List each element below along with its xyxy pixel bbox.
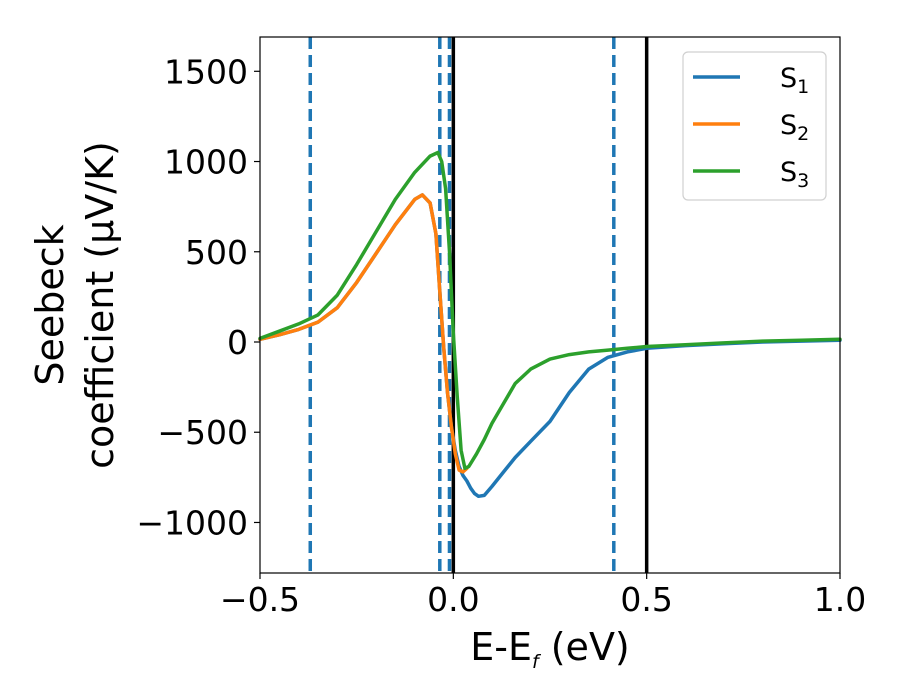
series-line-1 (258, 193, 842, 499)
x-tick-label: 0.5 (620, 580, 672, 619)
y-tick-label: −500 (157, 413, 248, 452)
x-axis-label-sub: f (532, 651, 542, 673)
plot-frame (259, 36, 841, 574)
x-axis-label-main: E-E (470, 625, 532, 669)
legend-label-2: S2 (780, 110, 809, 145)
y-tick-label: 500 (185, 233, 248, 272)
y-tick-label: 1500 (164, 52, 248, 91)
series-line-2 (258, 193, 469, 474)
x-tick-label: 0.0 (427, 580, 479, 619)
axis-ticks: −0.5 0.0 0.5 1.0 −1000 −500 0 500 1000 1500 (136, 52, 866, 619)
y-axis-label-line2: coefficient (μV/K) (78, 141, 122, 469)
y-axis-label-line1: Seebeck (28, 224, 72, 385)
legend: S1 S2 S3 (682, 51, 827, 201)
y-tick-label: 0 (227, 323, 248, 362)
legend-label-3: S3 (780, 157, 809, 192)
legend-label-1: S1 (780, 63, 809, 98)
y-tick-label: −1000 (136, 503, 248, 542)
x-tick-label: 1.0 (814, 580, 866, 619)
x-tick-label: −0.5 (220, 580, 300, 619)
vertical-reference-lines (308, 37, 649, 573)
series-lines (258, 150, 842, 499)
x-axis-label: E-Ef (eV) (470, 625, 630, 673)
x-axis-label-unit: (eV) (539, 625, 630, 669)
series-line-3 (258, 150, 842, 471)
y-tick-label: 1000 (164, 143, 248, 182)
y-axis-label: Seebeck coefficient (μV/K) (28, 141, 122, 469)
legend-box (682, 51, 827, 201)
